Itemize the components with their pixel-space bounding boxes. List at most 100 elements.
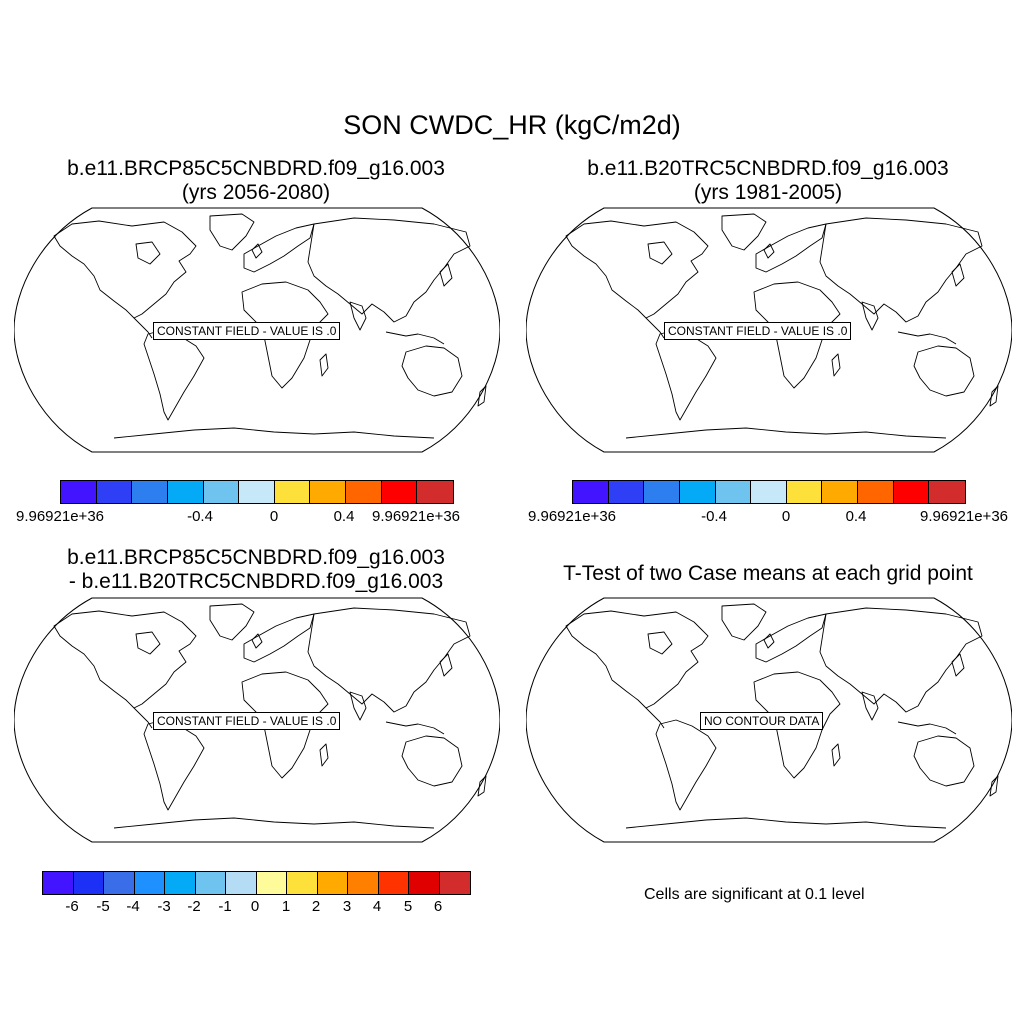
colorbar-swatch bbox=[751, 481, 787, 503]
madagascar-coast bbox=[319, 353, 329, 377]
new-zealand-coast bbox=[989, 385, 999, 407]
indonesia-coast bbox=[897, 721, 957, 735]
uk-coast bbox=[251, 243, 263, 259]
colorbar-swatch bbox=[378, 872, 409, 894]
colorbar-swatch bbox=[608, 481, 645, 503]
central-america-coast bbox=[645, 317, 665, 339]
colorbar-swatch bbox=[167, 481, 204, 503]
antarctica-coast bbox=[113, 817, 435, 829]
antarctica-coast bbox=[625, 817, 947, 829]
colorbar-swatch bbox=[381, 481, 418, 503]
central-america-coast bbox=[645, 707, 665, 729]
colorbar-tick-label: 0.4 bbox=[845, 508, 867, 525]
panel-3-colorbar bbox=[42, 871, 471, 895]
greenland-coast bbox=[721, 603, 767, 641]
colorbar-swatch bbox=[203, 481, 240, 503]
central-america-coast bbox=[133, 317, 153, 339]
central-america-coast bbox=[133, 707, 153, 729]
panel-3-title: b.e11.BRCP85C5CNBDRD.f09_g16.003 - b.e11… bbox=[16, 546, 496, 594]
antarctica-coast bbox=[625, 427, 947, 439]
europe-coast bbox=[755, 613, 827, 663]
panel-3-map-label: CONSTANT FIELD - VALUE IS .0 bbox=[153, 712, 341, 730]
asia-coast bbox=[819, 217, 983, 323]
japan-coast bbox=[439, 653, 453, 677]
europe-coast bbox=[243, 613, 315, 663]
india-coast bbox=[349, 691, 367, 721]
asia-coast bbox=[307, 217, 471, 323]
colorbar-swatch bbox=[439, 872, 470, 894]
colorbar-swatch bbox=[822, 481, 858, 503]
colorbar-swatch bbox=[929, 481, 965, 503]
colorbar-tick-label: 9.96921e+36 bbox=[527, 508, 617, 525]
japan-coast bbox=[951, 653, 965, 677]
uk-coast bbox=[763, 633, 775, 649]
panel-2-title: b.e11.B20TRC5CNBDRD.f09_g16.003 (yrs 198… bbox=[528, 157, 1008, 205]
panel-2-colorbar bbox=[572, 480, 966, 504]
colorbar-swatch bbox=[256, 872, 287, 894]
colorbar-tick-label: 4 bbox=[372, 898, 382, 915]
greenland-coast bbox=[721, 213, 767, 251]
north-america-coast bbox=[53, 220, 197, 319]
uk-coast bbox=[251, 633, 263, 649]
coastlines bbox=[565, 603, 999, 829]
colorbar-swatch bbox=[226, 872, 257, 894]
north-america-coast bbox=[565, 610, 709, 709]
colorbar-swatch bbox=[679, 481, 716, 503]
new-zealand-coast bbox=[477, 775, 487, 797]
colorbar-swatch bbox=[195, 872, 226, 894]
colorbar-tick-label: 2 bbox=[311, 898, 321, 915]
colorbar-swatch bbox=[132, 481, 168, 503]
coastlines bbox=[53, 213, 487, 439]
panel-2-map-label: CONSTANT FIELD - VALUE IS .0 bbox=[664, 322, 852, 340]
colorbar-swatch bbox=[317, 872, 348, 894]
south-america-coast bbox=[655, 719, 717, 811]
madagascar-coast bbox=[831, 743, 841, 767]
australia-coast bbox=[401, 735, 463, 787]
coastlines bbox=[565, 213, 999, 439]
indonesia-coast bbox=[385, 331, 445, 345]
panel-4-footnote: Cells are significant at 0.1 level bbox=[644, 886, 865, 903]
colorbar-swatch bbox=[165, 872, 196, 894]
greenland-coast bbox=[209, 213, 255, 251]
australia-coast bbox=[913, 735, 975, 787]
colorbar-tick-label: 0.4 bbox=[333, 508, 355, 525]
hudson-bay-coast bbox=[647, 241, 673, 265]
colorbar-tick-label: 9.96921e+36 bbox=[371, 508, 461, 525]
europe-coast bbox=[755, 223, 827, 273]
australia-coast bbox=[913, 345, 975, 397]
colorbar-tick-label: -6 bbox=[65, 898, 79, 915]
colorbar-swatch bbox=[310, 481, 346, 503]
colorbar-tick-label: 3 bbox=[342, 898, 352, 915]
hudson-bay-coast bbox=[135, 631, 161, 655]
colorbar-tick-label: 6 bbox=[433, 898, 443, 915]
colorbar-tick-label: 9.96921e+36 bbox=[15, 508, 105, 525]
colorbar-swatch bbox=[274, 481, 311, 503]
colorbar-swatch bbox=[96, 481, 133, 503]
colorbar-tick-label: 0 bbox=[781, 508, 791, 525]
colorbar-swatch bbox=[73, 872, 104, 894]
main-title: SON CWDC_HR (kgC/m2d) bbox=[343, 110, 681, 140]
colorbar-swatch bbox=[134, 872, 165, 894]
colorbar-swatch bbox=[43, 872, 74, 894]
panel-3-title-line2: - b.e11.B20TRC5CNBDRD.f09_g16.003 bbox=[68, 570, 444, 593]
panel-1-map-label: CONSTANT FIELD - VALUE IS .0 bbox=[153, 322, 341, 340]
colorbar-swatch bbox=[573, 481, 609, 503]
uk-coast bbox=[763, 243, 775, 259]
europe-coast bbox=[243, 223, 315, 273]
north-america-coast bbox=[565, 220, 709, 319]
colorbar-swatch bbox=[644, 481, 680, 503]
colorbar-swatch bbox=[409, 872, 440, 894]
colorbar-tick-label: 5 bbox=[403, 898, 413, 915]
colorbar-swatch bbox=[104, 872, 135, 894]
japan-coast bbox=[951, 263, 965, 287]
indonesia-coast bbox=[385, 721, 445, 735]
colorbar-swatch bbox=[786, 481, 823, 503]
panel-2-title-line2: (yrs 1981-2005) bbox=[693, 181, 843, 204]
colorbar-swatch bbox=[287, 872, 318, 894]
asia-coast bbox=[819, 607, 983, 713]
australia-coast bbox=[401, 345, 463, 397]
india-coast bbox=[349, 301, 367, 331]
japan-coast bbox=[439, 263, 453, 287]
colorbar-swatch bbox=[346, 481, 382, 503]
colorbar-tick-label: 9.96921e+36 bbox=[919, 508, 1009, 525]
